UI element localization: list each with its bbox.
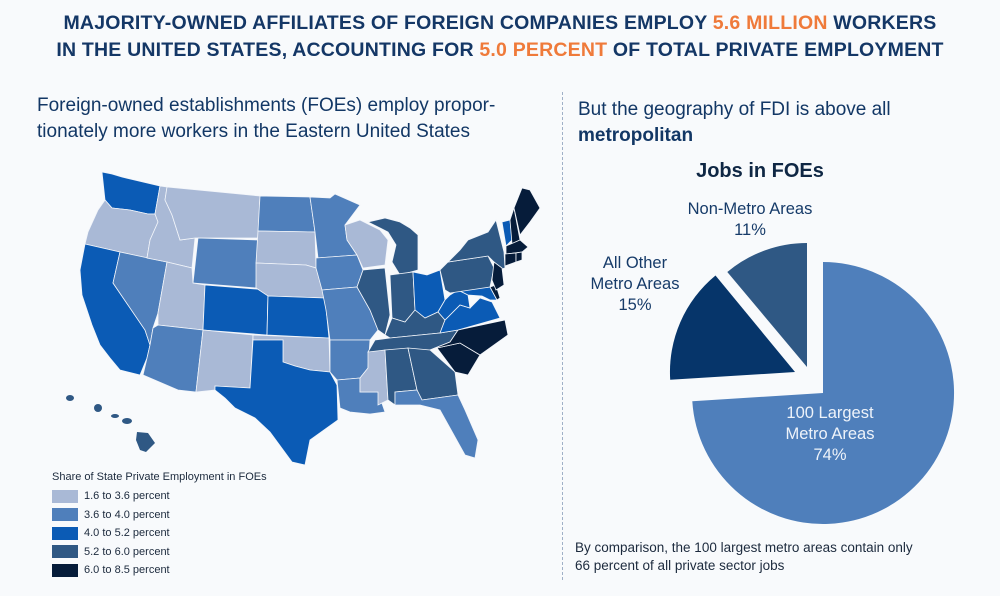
state-FL: [394, 389, 479, 459]
pie-label-100-largest: 100 Largest Metro Areas 74%: [785, 404, 875, 464]
headline: MAJORITY-OWNED AFFILIATES OF FOREIGN COM…: [0, 10, 1000, 64]
legend-item: 5.2 to 6.0 percent: [52, 543, 267, 562]
state-MA: [505, 239, 529, 255]
headline-line-1: MAJORITY-OWNED AFFILIATES OF FOREIGN COM…: [63, 12, 937, 34]
panel-divider: [562, 92, 563, 580]
legend-item: 4.0 to 5.2 percent: [52, 524, 267, 543]
pie-slice-100-largest: [692, 262, 955, 524]
state-IL: [356, 267, 391, 336]
legend-swatch: [52, 545, 78, 559]
legend-item: 1.6 to 3.6 percent: [52, 487, 267, 506]
pie-label-all-other-metro: All Other Metro Areas 15%: [590, 254, 680, 314]
legend-title: Share of State Private Employment in FOE…: [52, 471, 267, 483]
state-ME: [513, 187, 541, 236]
state-RI: [515, 251, 523, 263]
state-TX: [214, 339, 339, 466]
legend-item: 6.0 to 8.5 percent: [52, 561, 267, 580]
pie-title: Jobs in FOEs: [696, 160, 824, 182]
state-MI: [366, 217, 419, 276]
highlight-percent: 5.0 PERCENT: [479, 39, 608, 61]
state-WI: [344, 219, 389, 269]
state-NJ: [491, 261, 505, 291]
highlight-workers: 5.6 MILLION: [712, 12, 828, 34]
state-NC: [429, 319, 509, 356]
map-subtitle: Foreign-owned establishments (FOEs) empl…: [37, 95, 496, 142]
state-NY: [446, 219, 506, 271]
legend-item: 3.6 to 4.0 percent: [52, 506, 267, 525]
headline-line-2: IN THE UNITED STATES, ACCOUNTING FOR 5.0…: [56, 39, 944, 61]
state-HI: [66, 395, 155, 452]
pie-slice-non-metro: [727, 243, 807, 367]
pie-subtitle: But the geography of FDI is above all me…: [578, 99, 891, 146]
pie-slice-all-other-metro: [669, 275, 795, 380]
footnote: By comparison, the 100 largest metro are…: [575, 540, 913, 573]
pie-label-non-metro: Non-Metro Areas 11%: [687, 200, 813, 239]
legend-swatch: [52, 508, 78, 522]
legend-swatch: [52, 563, 78, 577]
legend-swatch: [52, 489, 78, 503]
map-legend: Share of State Private Employment in FOE…: [52, 471, 267, 580]
legend-swatch: [52, 526, 78, 540]
